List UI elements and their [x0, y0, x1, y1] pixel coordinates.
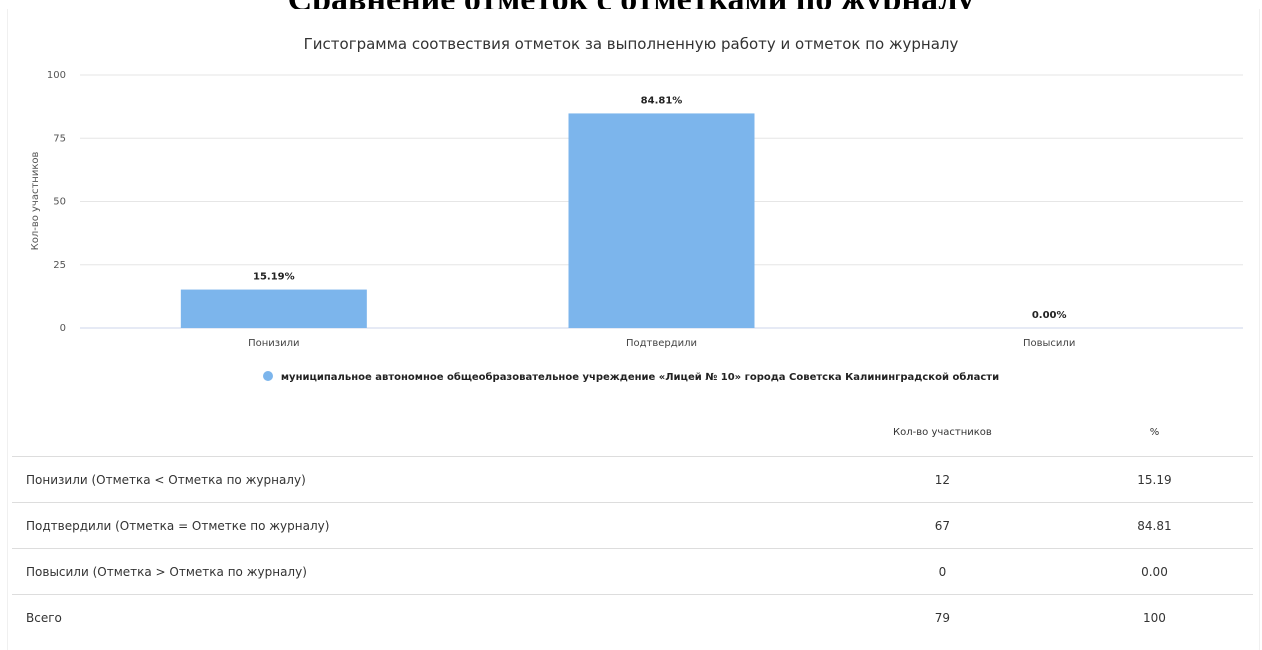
y-tick-label: 50 — [53, 197, 66, 208]
table-row: Подтвердили (Отметка = Отметке по журнал… — [12, 502, 1253, 549]
category-label: Повысили — [1023, 338, 1075, 349]
row-name: Всего — [26, 610, 62, 625]
category-labels: Понизили Подтвердили Повысили — [248, 338, 1075, 349]
data-labels: 15.19% 84.81% 0.00% — [253, 95, 1067, 321]
row-percent: 0.00 — [1055, 548, 1253, 595]
row-count: 79 — [934, 610, 951, 625]
row-name: Повысили (Отметка > Отметка по журналу) — [12, 548, 829, 595]
category-label: Понизили — [248, 338, 299, 349]
row-count: 67 — [828, 502, 1056, 549]
data-label: 15.19% — [253, 272, 295, 283]
row-name: Понизили (Отметка < Отметка по журналу) — [12, 456, 829, 503]
y-axis-label: Кол-во участников — [30, 152, 41, 251]
y-tick-label: 25 — [53, 260, 66, 271]
y-tick-labels: 0 25 50 75 100 — [47, 70, 66, 334]
chart-legend[interactable]: муниципальное автономное общеобразовател… — [0, 371, 1262, 383]
y-tick-label: 100 — [47, 70, 66, 81]
category-label: Подтвердили — [626, 338, 697, 349]
table-row: Повысили (Отметка > Отметка по журналу) … — [12, 548, 1253, 595]
y-tick-label: 75 — [53, 133, 66, 144]
bar-1[interactable] — [180, 289, 367, 328]
table-header-count: Кол-во участников — [828, 408, 1056, 457]
table-header-percent: % — [1055, 408, 1253, 457]
results-table: Кол-во участников % Понизили (Отметка < … — [12, 408, 1253, 640]
y-tick-label: 0 — [60, 323, 66, 334]
data-label: 84.81% — [641, 95, 683, 106]
row-percent: 15.19 — [1055, 456, 1253, 503]
row-count: 0 — [828, 548, 1056, 595]
table-header-row: Кол-во участников % — [12, 408, 1253, 457]
row-percent: 84.81 — [1055, 502, 1253, 549]
bars — [180, 113, 755, 329]
row-count: 12 — [828, 456, 1056, 503]
table-header-name — [12, 408, 829, 457]
table-row-total: Всего 79 100 — [12, 595, 1253, 641]
table-row: Понизили (Отметка < Отметка по журналу) … — [12, 456, 1253, 503]
row-name: Подтвердили (Отметка = Отметке по журнал… — [12, 502, 829, 549]
bar-2[interactable] — [568, 113, 755, 329]
histogram-chart: Гистограмма соотвествия отметок за выпол… — [30, 35, 1243, 349]
legend-marker — [262, 371, 273, 381]
row-percent: 100 — [1143, 610, 1166, 625]
chart-title: Гистограмма соотвествия отметок за выпол… — [304, 35, 959, 53]
data-label: 0.00% — [1032, 310, 1067, 321]
legend-label: муниципальное автономное общеобразовател… — [280, 372, 1000, 383]
